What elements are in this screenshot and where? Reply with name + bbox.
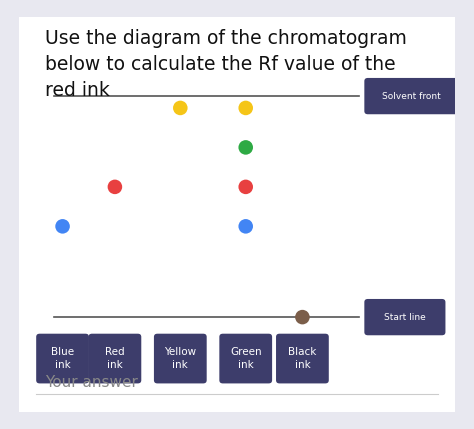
Text: Green
ink: Green ink — [230, 347, 262, 370]
Text: Your answer: Your answer — [45, 375, 138, 390]
Point — [242, 144, 249, 151]
Point — [242, 184, 249, 190]
FancyBboxPatch shape — [89, 334, 141, 384]
Point — [299, 314, 306, 320]
Text: Black
ink: Black ink — [288, 347, 317, 370]
Point — [242, 223, 249, 230]
FancyBboxPatch shape — [365, 299, 446, 335]
Text: Blue
ink: Blue ink — [51, 347, 74, 370]
FancyBboxPatch shape — [154, 334, 207, 384]
FancyBboxPatch shape — [36, 334, 89, 384]
Point — [242, 105, 249, 112]
Point — [176, 105, 184, 112]
Text: Solvent front: Solvent front — [382, 92, 441, 100]
Point — [59, 223, 66, 230]
Text: Use the diagram of the chromatogram
below to calculate the Rf value of the
red i: Use the diagram of the chromatogram belo… — [45, 29, 407, 100]
FancyBboxPatch shape — [365, 78, 458, 114]
FancyBboxPatch shape — [10, 9, 464, 420]
FancyBboxPatch shape — [276, 334, 329, 384]
Text: Yellow
ink: Yellow ink — [164, 347, 196, 370]
Text: Start line: Start line — [384, 313, 426, 322]
FancyBboxPatch shape — [219, 334, 272, 384]
Point — [111, 184, 118, 190]
Text: Red
ink: Red ink — [105, 347, 125, 370]
